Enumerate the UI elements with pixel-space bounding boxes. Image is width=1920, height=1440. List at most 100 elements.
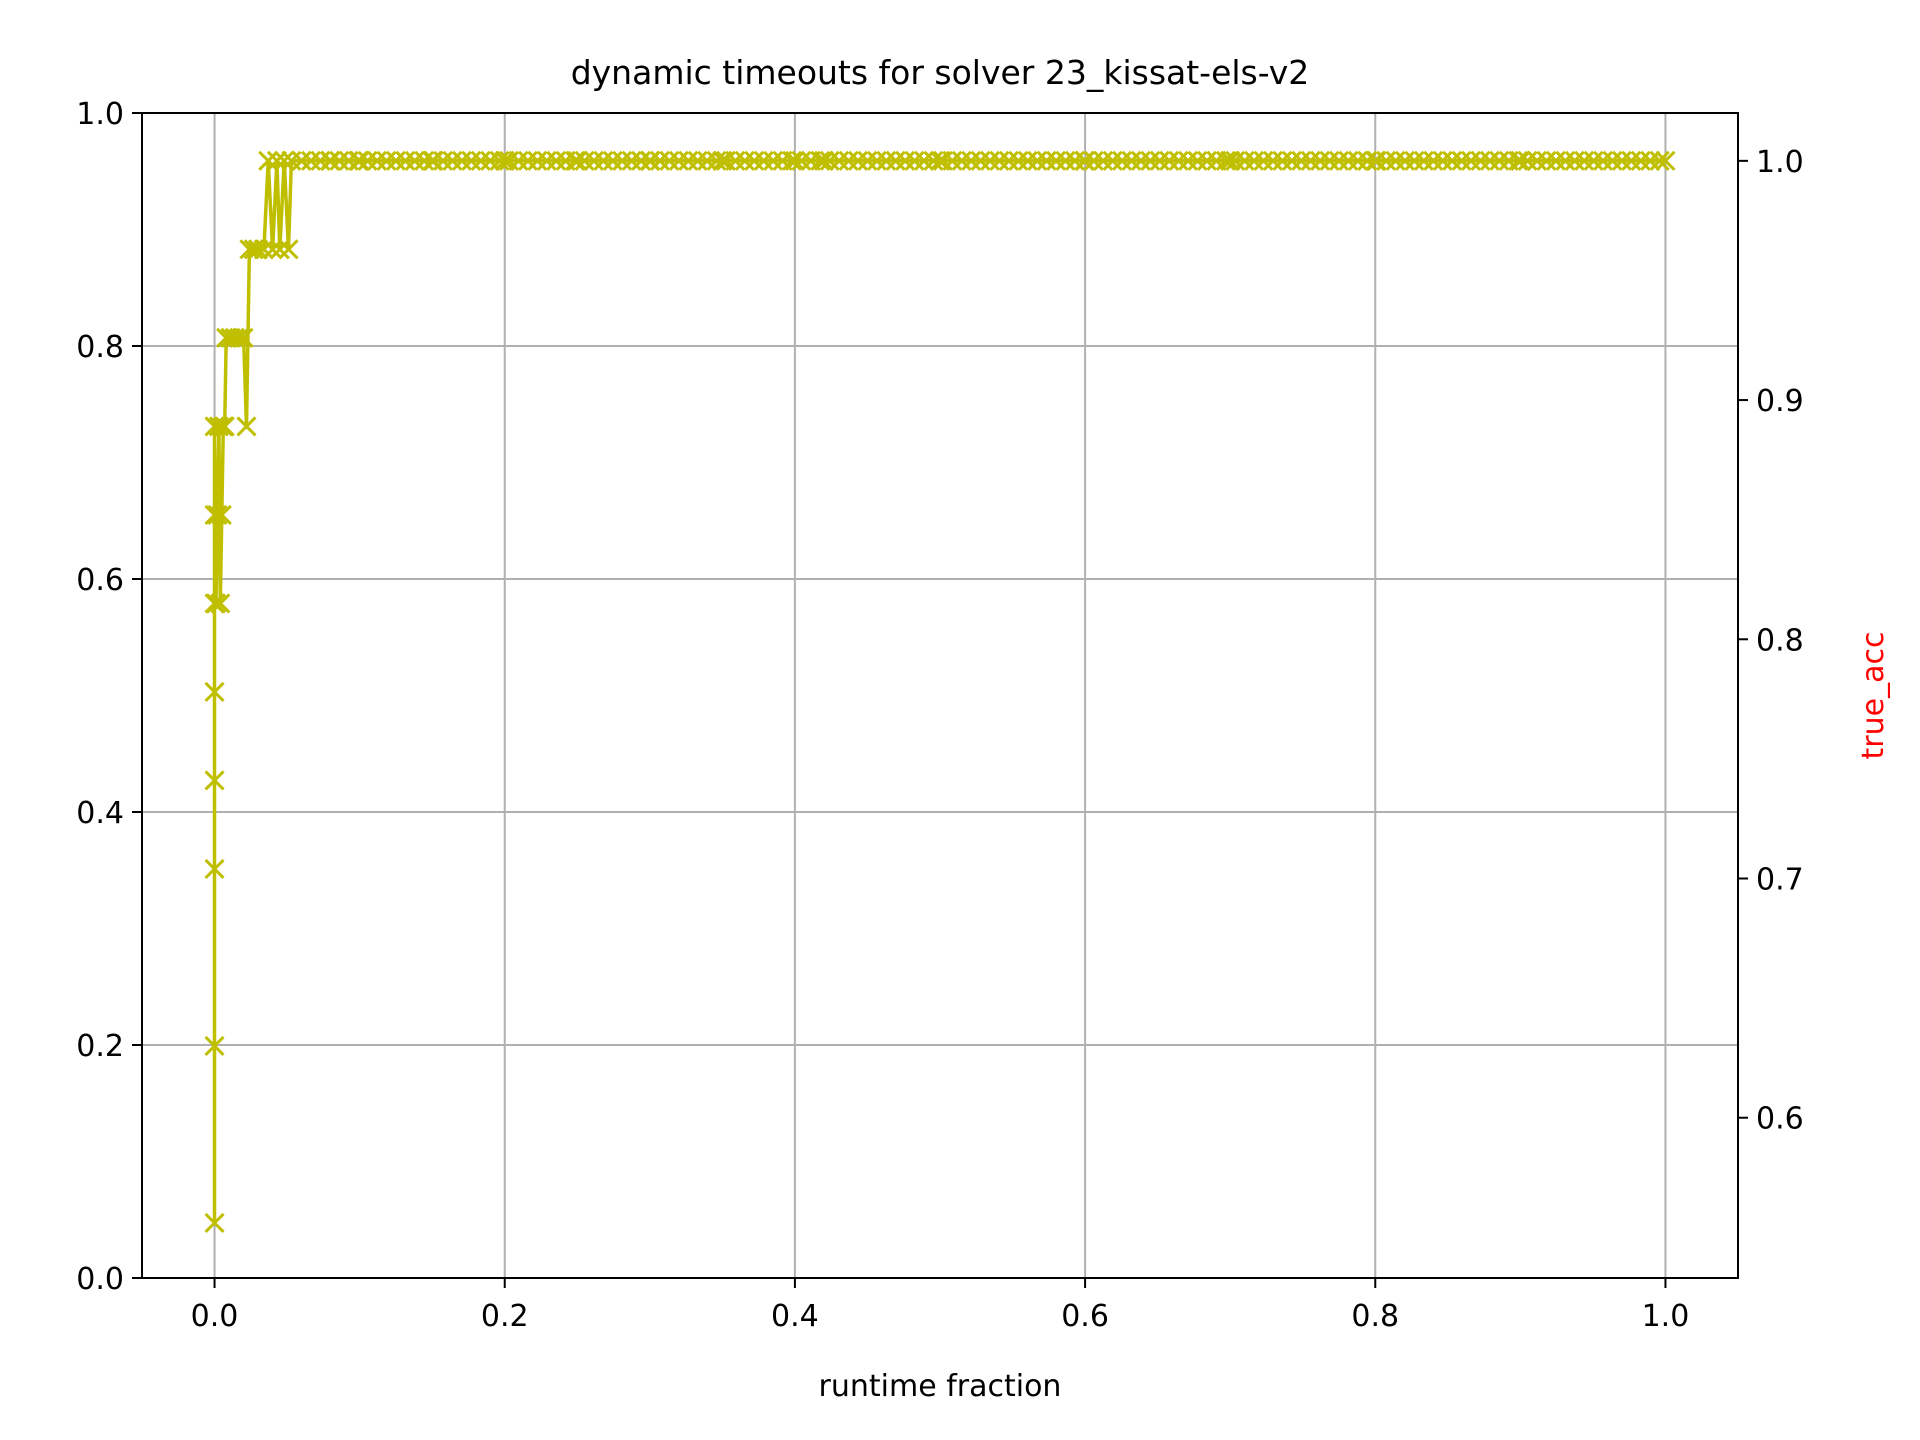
data-point-marker [659,150,680,171]
data-point-marker [1517,150,1538,171]
data-point-marker [866,150,887,171]
data-point-marker [233,327,254,348]
data-point-marker [706,150,727,171]
data-point-marker [1394,150,1416,171]
data-point-marker [414,150,435,171]
data-point-marker [517,150,539,171]
data-point-marker [480,150,501,171]
data-point-marker [253,239,274,260]
chart-title: dynamic timeouts for solver 23_kissat-el… [571,53,1310,92]
data-point-marker [810,150,831,171]
data-point-marker [1555,150,1576,171]
data-point-marker [1545,150,1566,171]
data-point-marker [1338,150,1359,171]
data-point-marker [329,150,350,171]
data-point-marker [204,681,225,702]
data-point-marker [385,150,406,171]
data-point-marker [423,150,444,171]
data-point-marker [715,150,737,171]
data-point-marker [1655,150,1676,171]
data-point-marker [649,150,671,171]
data-point-marker [951,150,972,171]
series-layer [204,150,1676,1234]
data-point-marker [725,150,746,171]
data-point-marker [278,239,299,260]
data-point-marker [266,150,287,171]
data-point-marker [1234,150,1255,171]
data-point-marker [1187,150,1208,171]
data-point-marker [857,150,878,171]
data-point-marker [998,150,1019,171]
data-point-marker [1244,150,1265,171]
data-point-marker [1253,150,1274,171]
data-point-marker [1413,150,1434,171]
data-point-marker [208,416,229,437]
data-point-marker [1074,150,1095,171]
data-point-marker [1432,150,1453,171]
data-point-marker [961,150,982,171]
x-axis-ticks: 0.0 0.2 0.4 0.6 0.8 1.0 [191,1278,1689,1334]
data-point-marker [932,150,953,171]
data-point-marker [204,1212,225,1234]
data-point-marker [612,150,633,171]
data-point-marker [781,150,803,171]
data-point-marker [1564,150,1585,171]
data-point-marker [229,327,250,348]
y-tick-label: 0.2 [76,1029,124,1064]
data-point-marker [555,150,576,171]
data-point-marker [319,150,340,171]
data-point-marker [1574,150,1595,171]
data-point-marker [205,593,227,614]
data-point-marker [913,150,935,171]
data-point-marker [224,327,245,348]
data-point-marker [262,239,283,260]
data-point-marker [269,239,290,260]
data-point-marker [970,150,991,171]
x-tick-label: 0.4 [771,1299,819,1334]
data-point-marker [546,150,567,171]
data-point-marker [1583,150,1604,171]
data-point-marker [1611,150,1632,171]
data-point-marker [204,1035,225,1057]
data-point-marker [451,150,472,171]
data-point-marker [489,150,510,171]
data-point-marker [310,150,331,171]
data-point-marker [258,150,279,171]
data-point-marker [621,150,642,171]
data-point-marker [1640,150,1661,171]
data-point-marker [1366,150,1387,171]
data-point-marker [338,150,359,171]
data-point-marker [631,150,652,171]
data-point-marker [904,150,925,171]
data-point-marker [574,150,595,171]
data-point-marker [1036,150,1057,171]
data-point-marker [348,150,369,171]
data-point-marker [829,150,850,171]
data-point-marker [1479,150,1500,171]
data-point-marker [1357,150,1378,171]
data-point-marker [1178,150,1199,171]
data-point-marker [1470,150,1491,171]
data-point-marker [1159,150,1180,171]
data-point-marker [979,150,1001,171]
x-axis-label: runtime fraction [819,1369,1062,1404]
data-point-marker [1319,150,1340,171]
data-point-marker [1225,150,1246,171]
y-tick-label: 1.0 [76,97,124,132]
x-tick-label: 0.6 [1061,1299,1109,1334]
data-point-marker [1168,150,1189,171]
data-point-marker [593,150,614,171]
y2-tick-label: 0.7 [1756,863,1804,898]
data-point-marker [1328,150,1350,171]
data-point-marker [499,150,520,171]
y-tick-label: 0.8 [76,330,124,365]
data-point-marker [1027,150,1048,171]
x-tick-label: 0.0 [191,1299,239,1334]
y2-tick-label: 1.0 [1756,145,1804,180]
data-point-marker [1196,150,1218,171]
data-point-marker [1102,150,1123,171]
data-point-marker [1451,150,1472,171]
data-point-marker [1442,150,1463,171]
data-point-marker [1017,150,1038,171]
data-point-marker [204,858,225,879]
